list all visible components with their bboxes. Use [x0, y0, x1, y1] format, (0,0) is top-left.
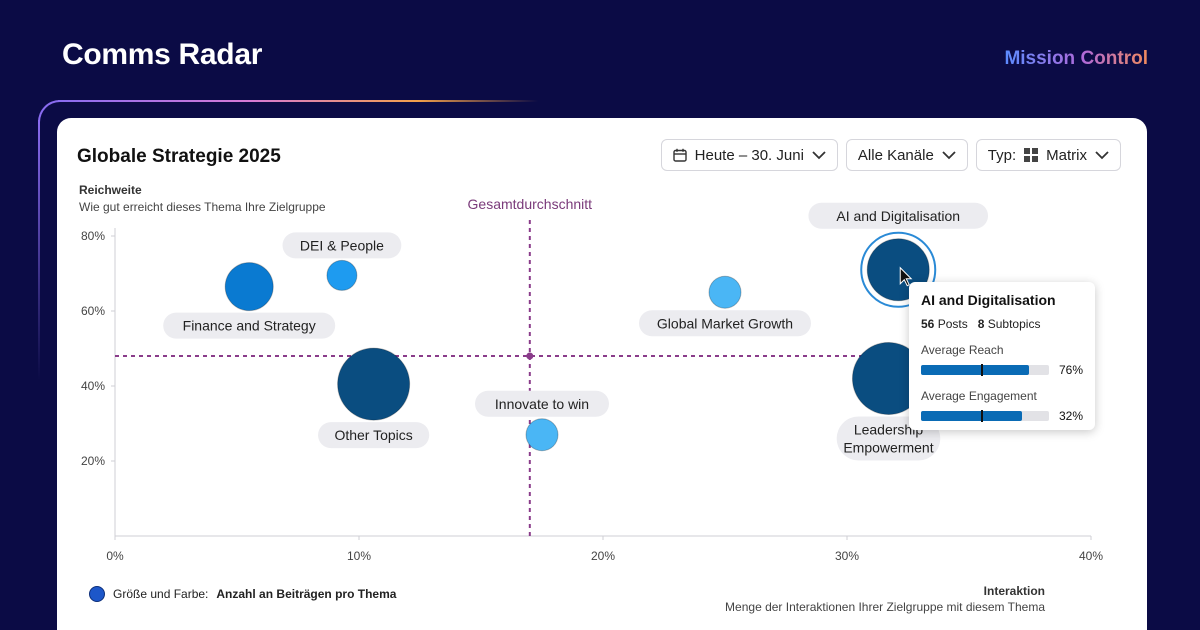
chart-type-value: Matrix: [1046, 146, 1087, 164]
bubble-other-topics: [337, 347, 411, 421]
bubble-label-text: Innovate to win: [495, 396, 589, 412]
tooltip-engagement-label: Average Engagement: [921, 389, 1037, 403]
size-legend: Größe und Farbe: Anzahl an Beiträgen pro…: [89, 586, 396, 602]
bubble-label-text: Global Market Growth: [657, 315, 793, 331]
bubble-label-finance-and-strategy: Finance and Strategy: [163, 312, 336, 339]
tooltip-engagement-value: 32%: [1058, 409, 1083, 423]
decorative-glow-line: [58, 100, 538, 102]
chevron-down-icon: [812, 150, 826, 159]
label-background: [282, 232, 402, 259]
bubble-label-text: DEI & People: [300, 237, 384, 253]
bubble-label-global-market-growth: Global Market Growth: [639, 310, 811, 337]
decorative-glow-line-vertical: [38, 120, 40, 380]
tooltip-counts: 56 Posts 8 Subtopics: [921, 317, 1083, 331]
bubble-label-ai-and-digitalisation: AI and Digitalisation: [808, 202, 989, 229]
bubble-label-text: Leadership: [854, 422, 923, 438]
bubble-label-dei-people: DEI & People: [282, 232, 402, 259]
label-background: [639, 310, 811, 337]
card-title: Globale Strategie 2025: [77, 146, 281, 167]
bubble-tooltip: AI and Digitalisation 56 Posts 8 Subtopi…: [909, 282, 1095, 430]
tooltip-posts-value: 56: [921, 317, 935, 331]
bubble-label-innovate-to-win: Innovate to win: [475, 390, 609, 417]
reach-bar-fill: [921, 365, 1029, 375]
reach-average-marker: [981, 364, 983, 376]
bubble-highlight-ring: [860, 231, 937, 308]
tooltip-title: AI and Digitalisation: [921, 292, 1056, 308]
x-axis-title: Interaktion: [983, 584, 1045, 598]
date-range-label: Heute – 30. Juni: [694, 146, 804, 164]
bubble-label-text: Other Topics: [334, 427, 412, 443]
engagement-average-marker: [981, 410, 983, 422]
y-tick-label: 60%: [81, 304, 105, 318]
chart-type-select[interactable]: Typ: Matrix: [975, 139, 1121, 171]
label-background: [808, 202, 989, 229]
y-axis-subtitle: Wie gut erreicht dieses Thema Ihre Zielg…: [79, 200, 326, 214]
legend-swatch: [89, 586, 105, 602]
engagement-bar-fill: [921, 411, 1022, 421]
x-axis-subtitle: Menge der Interaktionen Ihrer Zielgruppe…: [725, 600, 1045, 614]
bubble-innovate-to-win: [525, 418, 559, 452]
tooltip-reach-value: 76%: [1058, 363, 1083, 377]
bubble-label-text: AI and Digitalisation: [836, 208, 960, 224]
y-axis-title: Reichweite: [79, 183, 142, 197]
y-tick-label: 80%: [81, 229, 105, 243]
app-title: Comms Radar: [62, 38, 263, 71]
decorative-glow-corner: [38, 100, 62, 124]
chart-card: Globale Strategie 2025 Heute – 30. Juni …: [57, 118, 1147, 630]
bubble-finance-and-strategy: [224, 262, 274, 312]
brand-logo: Mission Control: [1004, 48, 1148, 69]
average-label: Gesamtdurchschnitt: [468, 196, 593, 212]
average-marker: [526, 352, 534, 360]
grid-icon: [1024, 148, 1039, 162]
x-tick-label: 40%: [1079, 549, 1103, 563]
label-background: [163, 312, 336, 339]
calendar-icon: [672, 148, 687, 162]
engagement-bar-track: [921, 410, 1049, 422]
reach-bar-track: [921, 364, 1049, 376]
channel-label: Alle Kanäle: [857, 146, 934, 164]
bubble-dei-people: [326, 259, 358, 291]
x-tick-label: 10%: [347, 549, 371, 563]
tooltip-reach-label: Average Reach: [921, 343, 1004, 357]
bubble-label-text: Finance and Strategy: [183, 318, 316, 334]
y-tick-label: 40%: [81, 379, 105, 393]
legend-label: Anzahl an Beiträgen pro Thema: [216, 587, 397, 601]
bubble-global-market-growth: [708, 275, 742, 309]
cursor-icon: [899, 266, 913, 287]
date-range-select[interactable]: Heute – 30. Juni: [660, 139, 838, 171]
chart-type-prefix: Typ:: [987, 146, 1017, 164]
x-tick-label: 30%: [835, 549, 859, 563]
tooltip-subtopics-value: 8: [977, 317, 985, 331]
x-tick-label: 20%: [591, 549, 615, 563]
channel-select[interactable]: Alle Kanäle: [845, 139, 968, 171]
filter-controls: Heute – 30. Juni Alle Kanäle Typ: Matrix: [660, 139, 1121, 171]
chevron-down-icon: [942, 150, 956, 159]
x-tick-label: 0%: [106, 549, 124, 563]
tooltip-subtopics-label: Subtopics: [987, 317, 1041, 331]
label-background: [475, 390, 609, 417]
bubble-label-other-topics: Other Topics: [318, 422, 430, 449]
tooltip-posts-label: Posts: [937, 317, 968, 331]
y-tick-label: 20%: [81, 454, 105, 468]
bubble-chart: 20% 40% 60% 80% 0% 10% 20% 30% 40% Gesamtdurchsch…: [81, 196, 1103, 563]
legend-prefix: Größe und Farbe:: [113, 587, 209, 601]
chevron-down-icon: [1095, 150, 1109, 159]
label-background: [318, 422, 430, 449]
bubble-label-text: Empowerment: [843, 440, 933, 456]
